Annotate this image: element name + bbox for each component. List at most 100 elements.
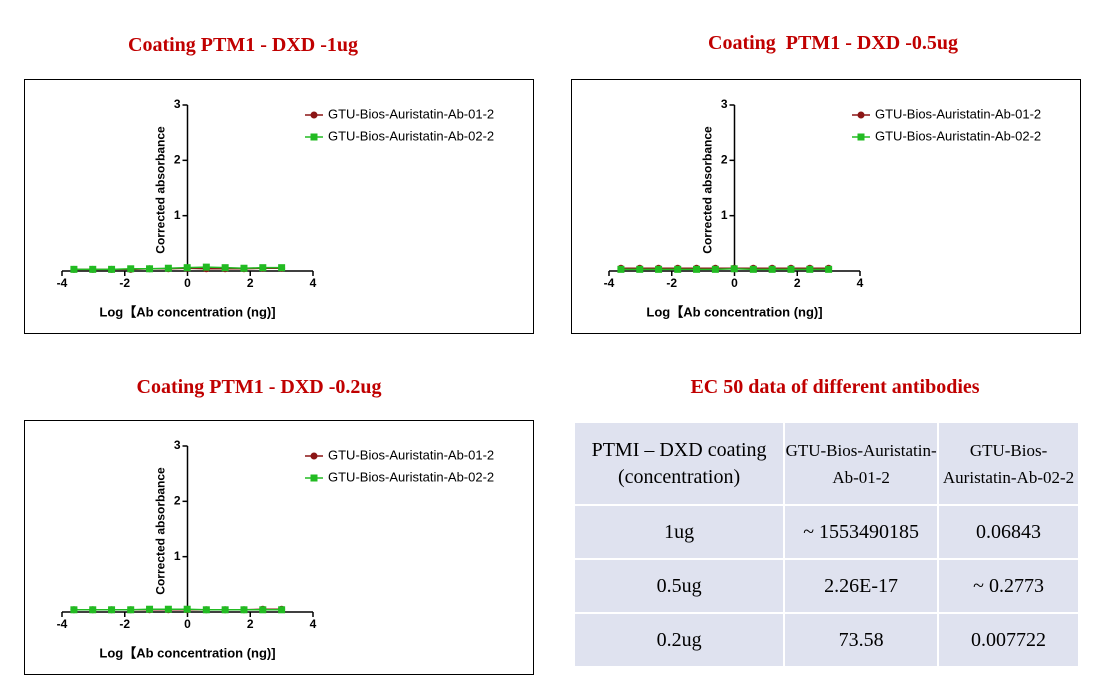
table-cell: 1ug — [572, 504, 786, 560]
series-line — [620, 268, 829, 271]
point — [806, 265, 814, 273]
y-tick-label: 2 — [721, 153, 728, 167]
table-cell: 0.007722 — [937, 612, 1080, 668]
point — [70, 265, 78, 273]
x-tick-label: 4 — [310, 276, 317, 290]
x-tick-label: 0 — [184, 276, 191, 290]
y-axis-title: Corrected absorbance — [701, 126, 715, 254]
table-cell: 73.58 — [783, 612, 940, 668]
legend-marker — [310, 133, 318, 141]
point — [164, 264, 172, 272]
table-title: EC 50 data of different antibodies — [690, 376, 980, 398]
point — [259, 264, 267, 272]
chart: -4 -2 0 2 4 1 2 3 Log【Ab concentration (ng)] Corr… — [604, 97, 1041, 319]
point — [636, 265, 644, 273]
x-tick-label: 0 — [731, 276, 738, 290]
point — [127, 265, 135, 273]
point — [259, 606, 267, 614]
y-tick-label: 1 — [174, 549, 181, 563]
point — [164, 605, 172, 613]
point — [183, 605, 191, 613]
table-cell: ~ 1553490185 — [783, 504, 940, 560]
point — [183, 264, 191, 272]
legend-marker — [310, 452, 318, 460]
legend-label: GTU-Bios-Auristatin-Ab-02-2 — [328, 469, 494, 484]
legend-label: GTU-Bios-Auristatin-Ab-01-2 — [328, 106, 494, 121]
y-tick-label: 2 — [174, 153, 181, 167]
legend-marker — [310, 474, 318, 482]
chart: -4 -2 0 2 4 1 2 3 Log【Ab concentration (ng)] Corr… — [57, 97, 494, 319]
point — [108, 265, 116, 273]
table-cell: ~ 0.2773 — [937, 558, 1080, 614]
x-axis-title: Log【Ab concentration (ng)] — [99, 304, 275, 319]
point — [749, 265, 757, 273]
header-cell: GTU-Bios-Auristatin-Ab-02-2 — [937, 421, 1080, 506]
point — [674, 265, 682, 273]
y-tick-label: 1 — [174, 208, 181, 222]
point — [221, 606, 229, 614]
point — [730, 265, 738, 273]
point — [240, 606, 248, 614]
header-cell: GTU-Bios-Auristatin-Ab-01-2 — [783, 421, 940, 506]
point — [127, 606, 135, 614]
y-tick-label: 3 — [174, 97, 181, 111]
point — [146, 605, 154, 613]
y-axis-title: Corrected absorbance — [154, 467, 168, 595]
x-tick-label: 0 — [184, 617, 191, 631]
table-row: 0.5ug 2.26E-17 ~ 0.2773 — [572, 558, 1080, 614]
y-tick-label: 3 — [174, 438, 181, 452]
x-tick-label: -4 — [604, 276, 615, 290]
header-row: PTMI – DXD coating (concentration) GTU-Bi… — [572, 421, 1080, 506]
point — [240, 264, 248, 272]
point — [693, 265, 701, 273]
legend-label: GTU-Bios-Auristatin-Ab-01-2 — [328, 447, 494, 462]
chart-frame: -4 -2 0 2 4 1 2 3 Log【Ab concentration (ng)] Corr… — [24, 420, 534, 675]
header-cell: PTMI – DXD coating (concentration) — [572, 421, 786, 506]
point — [278, 264, 286, 272]
x-tick-label: 4 — [857, 276, 864, 290]
table-cell: 0.5ug — [572, 558, 786, 614]
chart: -4 -2 0 2 4 1 2 3 Log【Ab concentration (ng)] Corr… — [57, 438, 494, 660]
point — [711, 265, 719, 273]
legend-label: GTU-Bios-Auristatin-Ab-02-2 — [328, 128, 494, 143]
point — [146, 265, 154, 273]
point — [787, 265, 795, 273]
x-tick-label: -2 — [119, 617, 130, 631]
point — [89, 265, 97, 273]
chart-frame: -4 -2 0 2 4 1 2 3 Log【Ab concentration (ng)] Corr… — [571, 79, 1081, 334]
table-row: 1ug ~ 1553490185 0.06843 — [572, 504, 1080, 560]
point — [89, 606, 97, 614]
point — [825, 265, 833, 273]
x-tick-label: 2 — [247, 617, 254, 631]
point — [70, 606, 78, 614]
y-tick-label: 3 — [721, 97, 728, 111]
x-tick-label: 2 — [794, 276, 801, 290]
x-tick-label: 4 — [310, 617, 317, 631]
table-cell: 2.26E-17 — [783, 558, 940, 614]
point — [202, 263, 210, 271]
point — [221, 264, 229, 272]
ec50-table: PTMI – DXD coating (concentration) GTU-Bi… — [572, 421, 1080, 668]
table-cell: 0.2ug — [572, 612, 786, 668]
point — [617, 265, 625, 273]
point — [278, 606, 286, 614]
chart-title: Coating PTM1 - DXD -1ug — [128, 34, 358, 56]
legend-label: GTU-Bios-Auristatin-Ab-02-2 — [875, 128, 1041, 143]
point — [108, 606, 116, 614]
x-tick-label: -2 — [119, 276, 130, 290]
table-row: 0.2ug 73.58 0.007722 — [572, 612, 1080, 668]
x-tick-label: -4 — [57, 276, 68, 290]
legend-label: GTU-Bios-Auristatin-Ab-01-2 — [875, 106, 1041, 121]
x-axis-title: Log【Ab concentration (ng)] — [99, 645, 275, 660]
x-tick-label: 2 — [247, 276, 254, 290]
chart-title: Coating PTM1 - DXD -0.2ug — [136, 376, 382, 398]
x-axis-title: Log【Ab concentration (ng)] — [646, 304, 822, 319]
legend-marker — [857, 111, 865, 119]
chart-title: Coating PTM1 - DXD -0.5ug — [708, 32, 958, 54]
chart-frame: -4 -2 0 2 4 1 2 3 Log【Ab concentration (ng)] Corr… — [24, 79, 534, 334]
x-tick-label: -2 — [666, 276, 677, 290]
point — [768, 265, 776, 273]
y-axis-title: Corrected absorbance — [154, 126, 168, 254]
x-tick-label: -4 — [57, 617, 68, 631]
